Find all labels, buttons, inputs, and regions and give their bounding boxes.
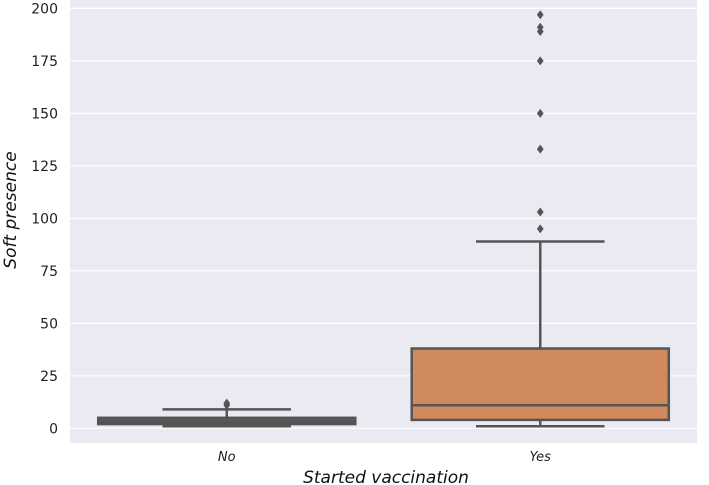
box-body-yes xyxy=(410,347,671,422)
x-tick-label-no: No xyxy=(218,450,236,465)
outlier-yes-1 xyxy=(536,207,544,217)
box-yes xyxy=(410,10,671,428)
outlier-no-1 xyxy=(223,398,231,408)
x-tick-label-yes: Yes xyxy=(530,450,552,465)
y-tick-label-75: 75 xyxy=(40,264,58,280)
y-tick-label-100: 100 xyxy=(31,211,58,227)
outlier-yes-6 xyxy=(536,22,544,32)
y-tick-label-175: 175 xyxy=(31,54,58,70)
x-axis-title: Started vaccination xyxy=(303,468,469,485)
box-no xyxy=(96,398,357,428)
outlier-yes-4 xyxy=(536,56,544,66)
outlier-yes-2 xyxy=(536,144,544,154)
outlier-yes-7 xyxy=(536,10,544,20)
y-axis-title: Soft presence xyxy=(1,151,21,268)
outlier-yes-3 xyxy=(536,108,544,118)
y-tick-label-200: 200 xyxy=(31,1,58,17)
y-tick-label-25: 25 xyxy=(40,369,58,385)
y-tick-label-0: 0 xyxy=(49,421,58,437)
outlier-yes-0 xyxy=(536,224,544,234)
gridlines xyxy=(70,7,697,429)
y-tick-label-50: 50 xyxy=(40,316,58,332)
y-tick-label-125: 125 xyxy=(31,159,58,175)
y-tick-label-150: 150 xyxy=(31,106,58,122)
y-axis-tick-labels: 0 25 50 75 100 125 150 175 200 xyxy=(31,1,58,437)
boxes xyxy=(96,10,671,428)
x-axis-tick-labels: No Yes xyxy=(218,450,551,465)
